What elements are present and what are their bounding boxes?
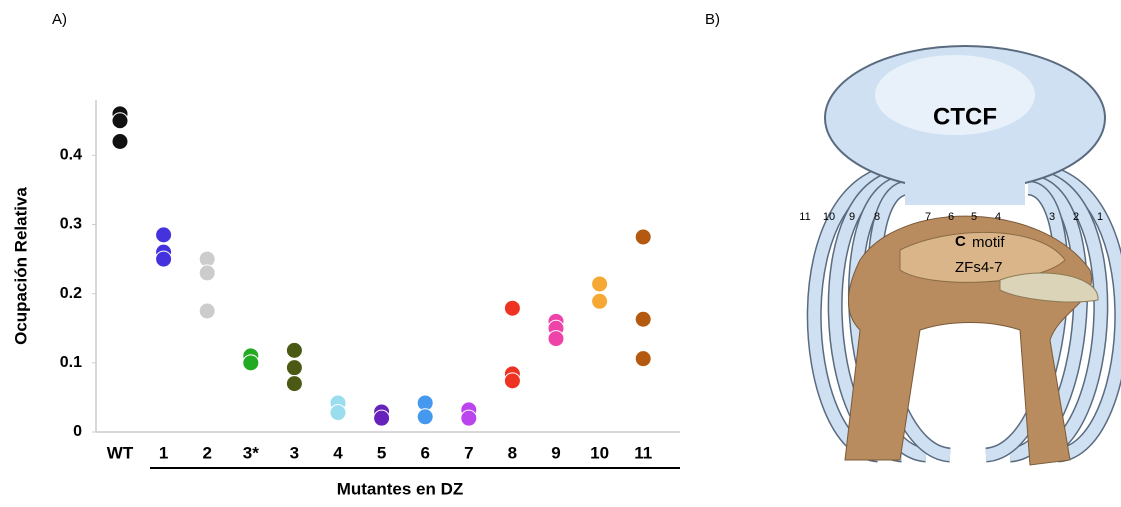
data-point [199,265,215,281]
data-point [243,355,259,371]
motif-bold: C [955,233,966,250]
data-point [199,303,215,319]
finger-label: 10 [823,211,835,223]
figure: A) B) Ocupación Relativa Mutantes en DZ … [0,0,1121,502]
data-point [286,376,302,392]
panel-label: A) [52,11,67,28]
x-tick-label: WT [107,443,134,462]
data-point [374,410,390,426]
x-axis-label: Mutantes en DZ [337,479,464,498]
x-tick-label: 8 [508,443,517,462]
data-point [461,410,477,426]
x-tick-label: 9 [551,443,560,462]
data-point [417,409,433,425]
domain-label: ZFs4-7 [955,259,1003,276]
finger-label: 1 [1097,211,1103,223]
x-tick-label: 2 [202,443,211,462]
data-point [504,300,520,316]
data-point [330,405,346,421]
data-point [635,229,651,245]
data-point [592,276,608,292]
data-point [504,373,520,389]
protein-label: CTCF [933,103,997,130]
finger-label: 4 [995,211,1001,223]
data-point [548,331,564,347]
data-point [286,360,302,376]
finger-label: 5 [971,211,977,223]
x-tick-label: 4 [333,443,343,462]
y-tick-label: 0.3 [60,216,82,233]
motif-label: motif [972,234,1005,251]
x-tick-label: 1 [159,443,168,462]
finger-label: 8 [874,211,880,223]
data-point [635,311,651,327]
finger-label: 3 [1049,211,1055,223]
y-tick-label: 0.4 [60,147,82,164]
x-tick-label: 6 [420,443,429,462]
y-axis-label: Ocupación Relativa [11,187,30,345]
data-point [286,342,302,358]
finger-label: 9 [849,211,855,223]
finger-label: 6 [948,211,954,223]
x-tick-label: 5 [377,443,386,462]
x-tick-label: 3* [243,443,259,462]
x-tick-label: 7 [464,443,473,462]
data-point [112,113,128,129]
data-point [112,134,128,150]
y-tick-label: 0.2 [60,285,82,302]
x-tick-label: 3 [290,443,299,462]
y-tick-label: 0 [73,423,82,440]
data-point [635,351,651,367]
finger-label: 11 [799,211,810,223]
finger-label: 7 [925,211,931,223]
x-tick-label: 11 [634,443,652,462]
finger-label: 2 [1073,211,1079,223]
data-point [156,251,172,267]
data-point [156,227,172,243]
y-tick-label: 0.1 [60,354,82,371]
panel-label: B) [705,11,720,28]
protein-neck [905,165,1025,205]
data-point [592,293,608,309]
x-tick-label: 10 [590,443,609,462]
